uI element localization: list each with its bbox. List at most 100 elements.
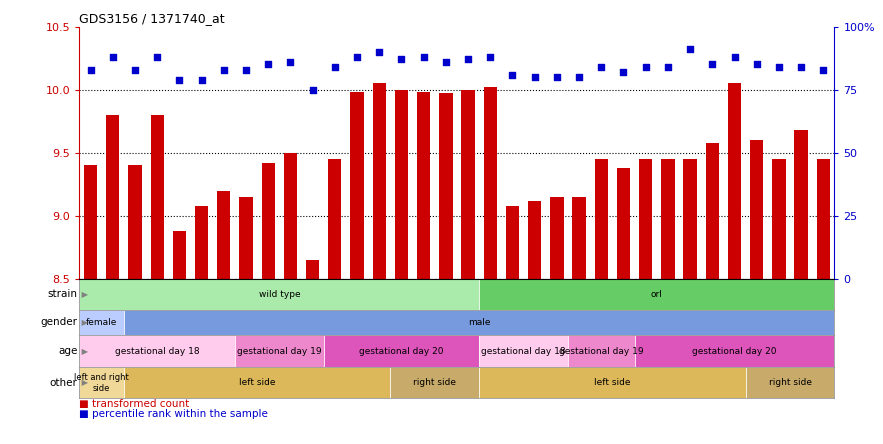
Text: other: other [49,378,78,388]
Point [128,66,142,73]
Bar [550,197,563,279]
Point [550,74,564,81]
Text: strain: strain [48,289,78,299]
Text: gestational day 18: gestational day 18 [115,347,200,356]
Bar [235,335,324,368]
Bar [617,168,630,279]
Bar [324,335,479,368]
Bar [479,279,834,310]
Point [395,56,409,63]
Text: ▶: ▶ [79,318,87,327]
Bar [572,197,585,279]
Bar [817,159,830,279]
Bar [217,190,230,279]
Point [816,66,830,73]
Bar [128,165,141,279]
Text: ■ percentile rank within the sample: ■ percentile rank within the sample [79,409,268,419]
Bar [795,130,808,279]
Point [328,63,342,71]
Bar [195,206,208,279]
Text: age: age [58,346,78,356]
Bar [639,159,653,279]
Point [483,53,497,60]
Bar [79,310,124,335]
Point [461,56,475,63]
Text: wild type: wild type [259,290,300,299]
Bar [683,159,697,279]
Bar [306,260,320,279]
Bar [173,231,186,279]
Bar [106,115,119,279]
Bar [84,165,97,279]
Text: ▶: ▶ [79,378,87,387]
Bar [750,140,764,279]
Point [350,53,364,60]
Text: right side: right side [768,378,811,387]
Bar [395,90,408,279]
Bar [79,368,124,398]
Point [794,63,808,71]
Point [750,61,764,68]
Bar [528,201,541,279]
Bar [439,94,452,279]
Bar [479,335,568,368]
Text: gestational day 20: gestational day 20 [692,347,777,356]
Text: gestational day 20: gestational day 20 [359,347,443,356]
Text: left side: left side [239,378,275,387]
Point [417,53,431,60]
Bar [79,279,479,310]
Point [283,59,298,66]
Point [106,53,120,60]
Bar [635,335,834,368]
Bar [745,368,834,398]
Bar [417,92,430,279]
Text: gestational day 18: gestational day 18 [481,347,566,356]
Bar [261,163,275,279]
Point [616,68,630,75]
Point [172,76,186,83]
Bar [661,159,675,279]
Bar [79,335,235,368]
Text: ▶: ▶ [79,290,87,299]
Bar [239,197,253,279]
Point [194,76,208,83]
Text: left side: left side [594,378,630,387]
Text: female: female [86,318,117,327]
Text: left and right
side: left and right side [74,373,129,392]
Text: male: male [468,318,490,327]
Point [239,66,253,73]
Point [706,61,720,68]
Text: gestational day 19: gestational day 19 [559,347,644,356]
Point [638,63,653,71]
Point [572,74,586,81]
Point [306,86,320,93]
Bar [506,206,519,279]
Point [505,71,519,78]
Text: orl: orl [651,290,663,299]
Bar [462,90,475,279]
Bar [283,153,297,279]
Point [84,66,98,73]
Bar [706,143,719,279]
Bar [373,83,386,279]
Text: gestational day 19: gestational day 19 [237,347,321,356]
Bar [728,83,741,279]
Bar [351,92,364,279]
Bar [484,87,497,279]
Point [216,66,230,73]
Bar [150,115,164,279]
Point [772,63,786,71]
Text: ▶: ▶ [79,347,87,356]
Point [439,59,453,66]
Bar [773,159,786,279]
Text: right side: right side [413,378,457,387]
Point [261,61,275,68]
Bar [124,368,390,398]
Text: ■ transformed count: ■ transformed count [79,399,190,408]
Bar [328,159,342,279]
Point [528,74,542,81]
Point [683,46,698,53]
Bar [568,335,635,368]
Bar [594,159,608,279]
Bar [479,368,745,398]
